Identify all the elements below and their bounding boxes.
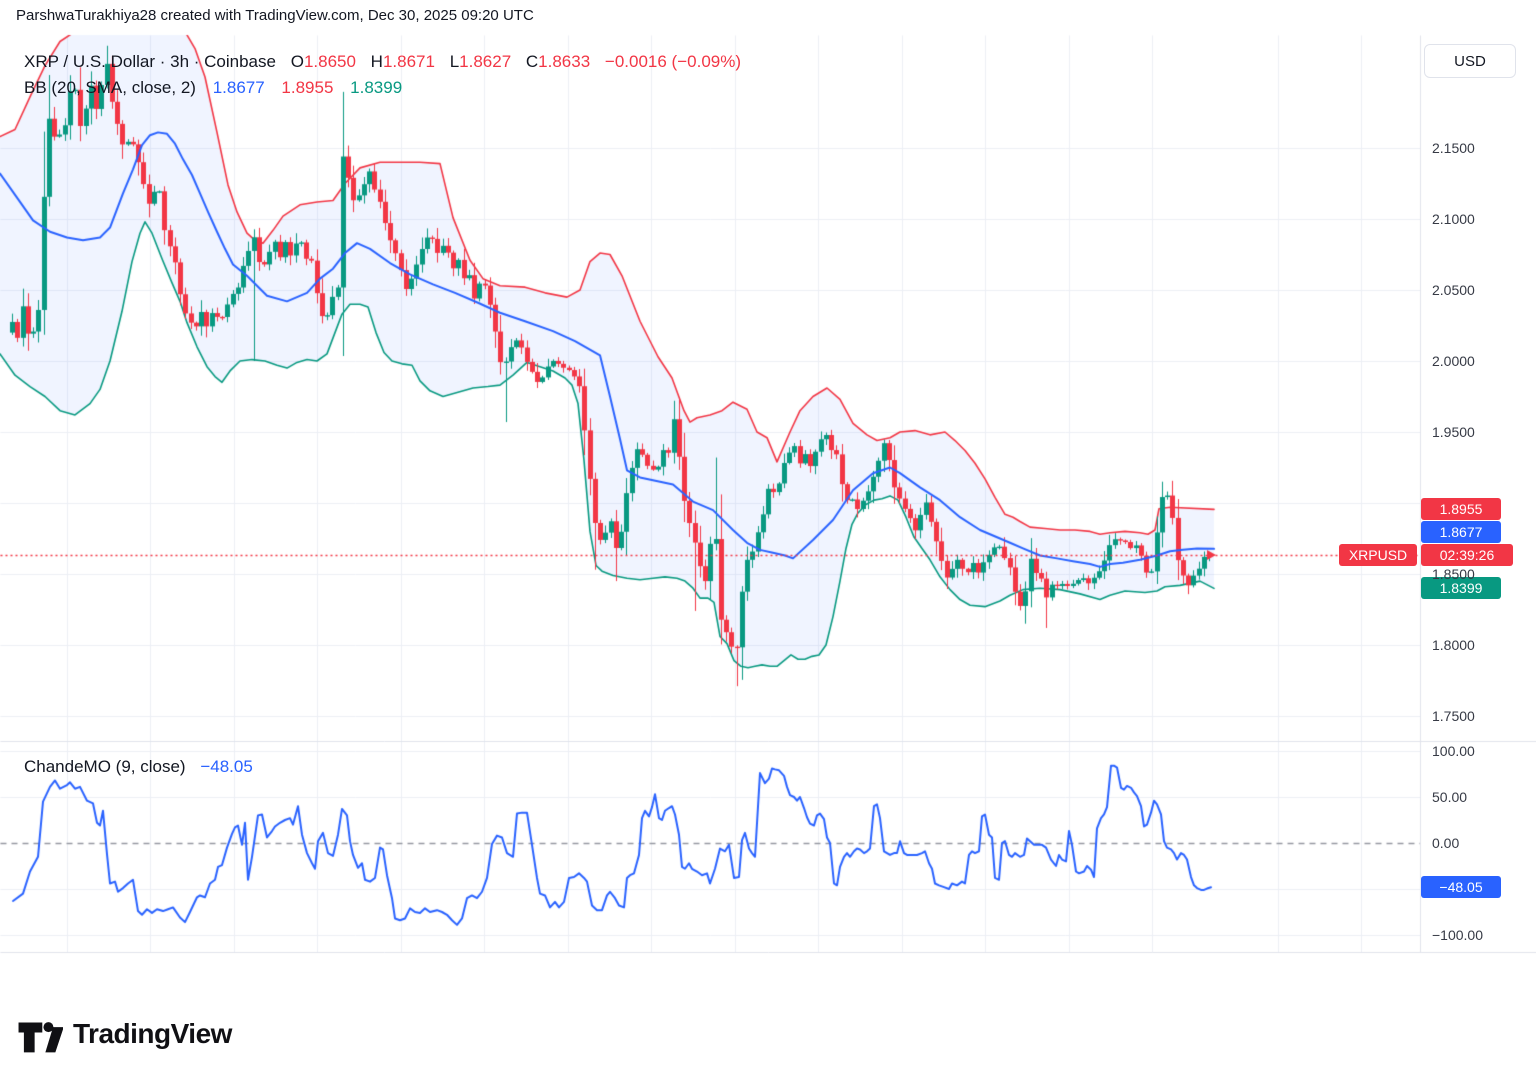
chande-value: −48.05 — [200, 757, 253, 776]
currency-toggle-button[interactable]: USD — [1424, 44, 1516, 78]
chande-indicator-label: ChandeMO (9, close) — [24, 757, 186, 776]
bb-mid-value: 1.8677 — [212, 78, 265, 97]
oscillator-axis-label: −100.00 — [1432, 927, 1483, 943]
chart-legend: XRP / U.S. Dollar · 3h · Coinbase O1.865… — [24, 49, 741, 101]
price-axis-label: 2.1000 — [1432, 211, 1475, 227]
close-value: 1.8633 — [538, 52, 591, 71]
tradingview-logo-icon — [18, 1022, 63, 1053]
chande-legend-row[interactable]: ChandeMO (9, close) −48.05 — [24, 757, 253, 777]
price-axis-label: 1.8000 — [1432, 637, 1475, 653]
bb-mid-price-badge: 1.8677 — [1421, 521, 1501, 544]
price-axis-label: 2.0500 — [1432, 282, 1475, 298]
oscillator-axis-label: 0.00 — [1432, 835, 1460, 851]
chande-value-badge: −48.05 — [1421, 876, 1501, 899]
bb-lower-price-badge: 1.8399 — [1421, 577, 1501, 600]
low-value: 1.8627 — [459, 52, 512, 71]
price-axis-label: 2.0000 — [1432, 353, 1475, 369]
open-value: 1.8650 — [303, 52, 356, 71]
price-axis-label: 1.8500 — [1432, 566, 1475, 582]
bb-upper-value: 1.8955 — [281, 78, 334, 97]
open-label: O — [290, 52, 304, 71]
high-label: H — [370, 52, 383, 71]
price-axis-label: 1.7500 — [1432, 708, 1475, 724]
oscillator-axis-label: 100.00 — [1432, 743, 1475, 759]
oscillator-axis-label: 50.00 — [1432, 789, 1468, 805]
price-axis-label: 2.1500 — [1432, 140, 1475, 156]
bb-legend-row[interactable]: BB (20, SMA, close, 2) 1.8677 1.8955 1.8… — [24, 75, 741, 101]
close-label: C — [525, 52, 539, 71]
bar-countdown-badge: 02:39:26 — [1421, 544, 1513, 567]
change-value: −0.0016 (−0.09%) — [604, 52, 742, 71]
symbol-legend-row[interactable]: XRP / U.S. Dollar · 3h · Coinbase O1.865… — [24, 49, 741, 75]
tradingview-footer[interactable]: TradingView — [17, 1012, 232, 1056]
bb-indicator-label: BB (20, SMA, close, 2) — [24, 78, 196, 97]
tradingview-brand-text: TradingView — [73, 1018, 232, 1049]
high-value: 1.8671 — [382, 52, 435, 71]
price-axis[interactable] — [1420, 35, 1536, 952]
time-axis[interactable]: 35791113151719212325272920263 — [0, 953, 1536, 995]
bb-upper-price-badge: 1.8955 — [1421, 498, 1501, 521]
symbol-title: XRP / U.S. Dollar · 3h · Coinbase — [24, 52, 276, 71]
symbol-price-label: XRPUSD — [1339, 544, 1417, 567]
attribution-text: ParshwaTurakhiya28 created with TradingV… — [16, 7, 534, 24]
price-axis-label: 1.9500 — [1432, 424, 1475, 440]
bb-lower-value: 1.8399 — [350, 78, 403, 97]
low-label: L — [449, 52, 460, 71]
